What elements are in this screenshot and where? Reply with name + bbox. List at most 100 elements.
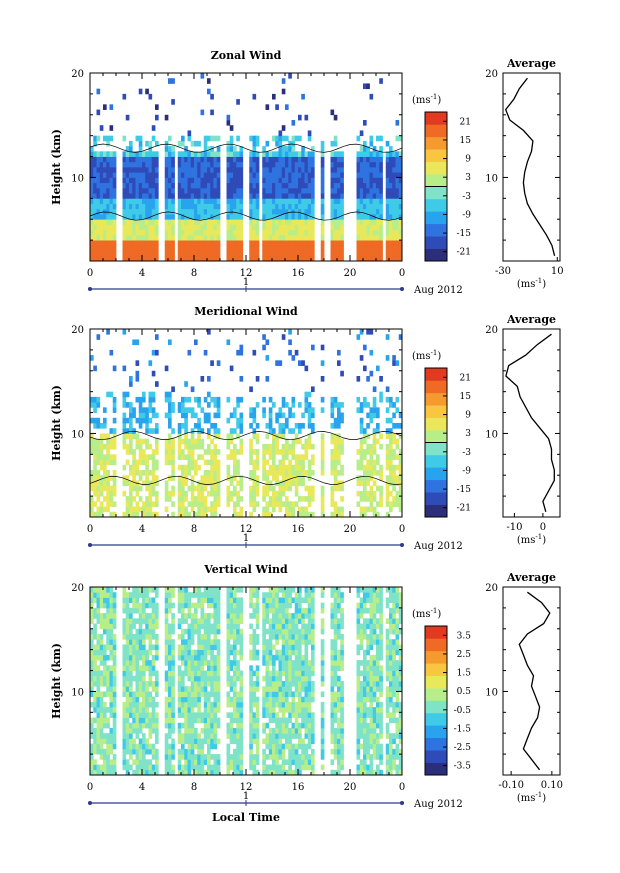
heatmap-cell <box>239 167 244 173</box>
heatmap-cell <box>359 402 364 408</box>
heatmap-cell <box>262 219 266 225</box>
profile-y-tick-label: 10 <box>485 173 498 184</box>
heatmap-cell <box>298 454 302 460</box>
heatmap-cell <box>226 255 231 262</box>
heatmap-cell <box>145 480 149 487</box>
heatmap-cell <box>203 485 208 492</box>
heatmap-cell <box>372 146 377 152</box>
heatmap-cell <box>177 245 182 251</box>
heatmap-cell <box>265 764 270 771</box>
heatmap-cell <box>122 161 127 168</box>
heatmap-cell <box>142 480 146 487</box>
heatmap-cell <box>268 182 273 189</box>
heatmap-cell <box>272 182 276 189</box>
heatmap-cell <box>135 433 140 440</box>
heatmap-cell <box>281 193 286 199</box>
heatmap-cell <box>385 219 390 225</box>
heatmap-cell <box>255 602 260 609</box>
heatmap-cell <box>320 187 325 194</box>
heatmap-cell <box>356 203 361 210</box>
heatmap-cell <box>135 193 140 199</box>
heatmap-cell <box>216 681 221 687</box>
heatmap-cell <box>359 198 364 204</box>
heatmap-cell <box>268 511 273 518</box>
heatmap-cell <box>171 754 175 760</box>
heatmap-cell <box>203 712 208 718</box>
heatmap-cell <box>171 172 175 178</box>
heatmap-cell <box>268 240 273 246</box>
heatmap-cell <box>288 717 292 724</box>
heatmap-cell <box>148 660 153 666</box>
heatmap-cell <box>129 592 133 598</box>
heatmap-cell <box>366 167 370 173</box>
heatmap-cells <box>90 329 403 518</box>
heatmap-cell <box>363 156 367 163</box>
heatmap-cell <box>112 691 117 698</box>
heatmap-cell <box>340 167 344 173</box>
heatmap-cell <box>138 214 143 220</box>
heatmap-cell <box>145 748 149 755</box>
heatmap-cell <box>369 464 374 471</box>
heatmap-cell <box>210 255 214 262</box>
heatmap-cell <box>226 496 231 502</box>
heatmap-cell <box>207 250 211 257</box>
heatmap-cell <box>187 733 192 739</box>
heatmap-cell <box>145 592 149 598</box>
heatmap-cell <box>122 644 127 651</box>
heatmap-cell <box>145 470 149 476</box>
heatmap-cell <box>197 511 201 518</box>
heatmap-cell <box>164 187 169 194</box>
heatmap-cell <box>392 229 396 236</box>
heatmap-cell <box>148 748 153 755</box>
heatmap-cell <box>275 203 279 210</box>
heatmap-cell <box>145 613 149 619</box>
heatmap-cell <box>372 219 377 225</box>
heatmap-cell <box>181 628 185 635</box>
heatmap-cell <box>197 738 201 745</box>
heatmap-cell <box>333 454 338 460</box>
colorbar-band <box>425 236 447 249</box>
heatmap-cell <box>298 480 302 487</box>
heatmap-cell <box>112 438 117 445</box>
heatmap-cell <box>226 623 231 630</box>
heatmap-cell <box>233 459 237 466</box>
heatmap-cell <box>200 229 205 236</box>
heatmap-cell <box>151 412 156 419</box>
heatmap-cell <box>190 386 195 393</box>
heatmap-cell <box>138 454 143 460</box>
heatmap-cell <box>155 649 159 656</box>
heatmap-cell <box>285 628 289 635</box>
heatmap-cell <box>194 203 198 210</box>
heatmap-cell <box>333 511 338 518</box>
heatmap-cell <box>164 717 169 724</box>
heatmap-cell <box>363 428 367 434</box>
heatmap-cell <box>187 208 192 215</box>
heatmap-cell <box>229 490 234 497</box>
heatmap-cell <box>90 670 94 677</box>
heatmap-cell <box>203 686 208 692</box>
heatmap-cell <box>125 161 130 168</box>
heatmap-cell <box>229 660 234 666</box>
heatmap-cell <box>164 229 169 236</box>
heatmap-cell <box>249 438 253 445</box>
heatmap-cell <box>285 587 289 593</box>
heatmap-cell <box>138 592 143 598</box>
heatmap-cell <box>379 490 383 497</box>
heatmap-cell <box>164 634 169 640</box>
heatmap-cell <box>168 135 172 142</box>
heatmap-cell <box>272 135 276 142</box>
profile-unit: (ms-1) <box>517 533 546 546</box>
heatmap-cell <box>197 428 201 434</box>
heatmap-cell <box>330 177 335 184</box>
heatmap-cell <box>301 219 305 225</box>
heatmap-cell <box>177 707 182 713</box>
heatmap-cell <box>275 722 279 729</box>
heatmap-cell <box>148 691 153 698</box>
heatmap-cell <box>210 135 214 142</box>
heatmap-cell <box>301 245 305 251</box>
heatmap-cell <box>372 443 377 450</box>
heatmap-cell <box>171 454 175 460</box>
heatmap-cell <box>187 728 192 734</box>
heatmap-cell <box>151 214 156 220</box>
